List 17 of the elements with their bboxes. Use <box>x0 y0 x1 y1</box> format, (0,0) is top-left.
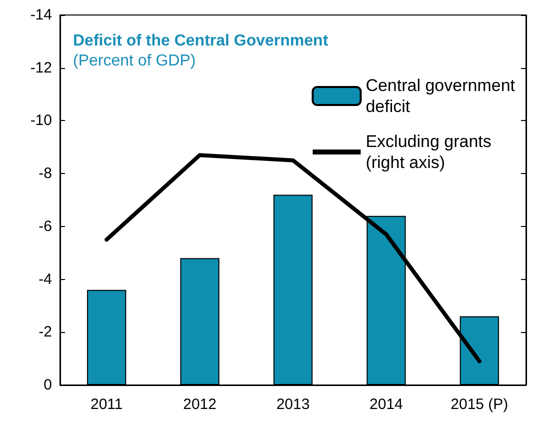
legend-label: Excluding grants (right axis) <box>366 132 492 172</box>
legend-label: Central government deficit <box>366 76 516 116</box>
x-tick-label: 2012 <box>183 396 216 413</box>
y-tick-label: -6 <box>38 218 52 235</box>
y-tick-label: 0 <box>44 376 52 394</box>
y-tick-label: -2 <box>38 324 52 341</box>
x-tick-label: 2015 (P) <box>450 396 508 413</box>
y-tick-label: -12 <box>30 59 52 76</box>
y-tick-label: -10 <box>30 112 52 130</box>
text: (Percent of GDP) <box>73 52 196 70</box>
y-tick-label: -14 <box>30 6 52 24</box>
x-tick-label: 2013 <box>276 396 310 413</box>
text: Deficit of the Central Government <box>73 32 329 50</box>
y-tick-label: -8 <box>38 165 52 182</box>
y-tick-label: -4 <box>38 270 52 288</box>
x-tick-label: 2014 <box>370 396 403 413</box>
x-tick-label: 2011 <box>90 396 123 413</box>
